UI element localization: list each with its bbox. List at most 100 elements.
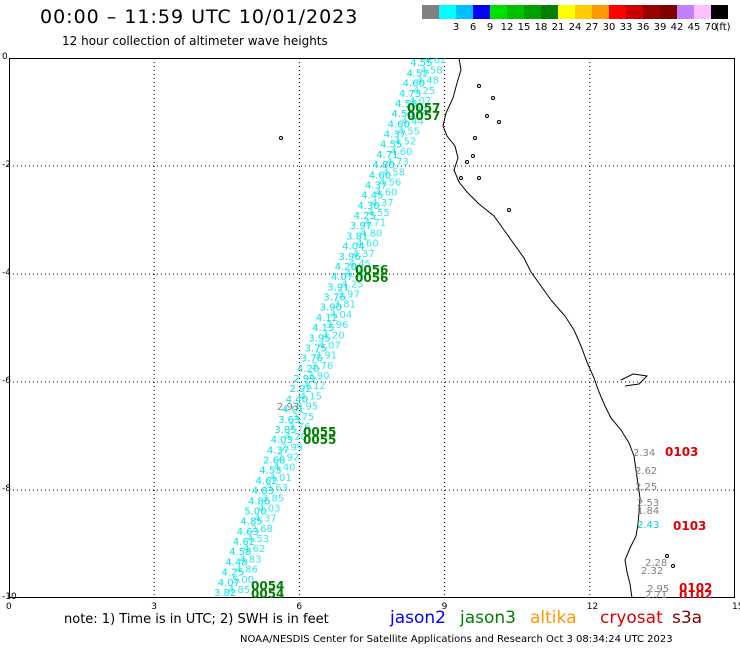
scale-swatch <box>575 5 592 19</box>
scale-label: 21 <box>551 22 565 33</box>
scale-swatch <box>439 5 456 19</box>
scale-swatch <box>626 5 643 19</box>
island <box>477 176 481 180</box>
coastline-bay <box>620 373 649 387</box>
track-value: 5.00 <box>244 506 266 517</box>
y-tick-label: -6 <box>2 376 11 386</box>
track-value: 4.71 <box>376 150 398 161</box>
scale-label: 39 <box>653 22 667 33</box>
island <box>665 554 669 558</box>
track-value-echo: 4.60 <box>390 147 412 158</box>
track-value: 3.82 <box>214 588 236 598</box>
track-value: 4.86 <box>248 496 270 507</box>
coastal-value: 1.84 <box>637 506 659 517</box>
scale-label: 18 <box>534 22 548 33</box>
scale-swatch <box>422 5 439 19</box>
track-value: 4.62 <box>256 476 278 487</box>
track-value: 3.76 <box>301 354 323 365</box>
scale-swatch <box>711 5 728 19</box>
track-value: 4.58 <box>395 99 417 110</box>
coastal-value: 2.32 <box>641 566 663 577</box>
track-value: 4.60 <box>369 170 391 181</box>
track-value: 4.37 <box>267 445 289 456</box>
track-value-echo: 4.12 <box>303 381 325 392</box>
track-value: 3.95 <box>308 333 330 344</box>
coastal-value: 2.28 <box>645 558 667 569</box>
track-value-echo: 4.03 <box>258 503 280 514</box>
track-value-echo: 2.92 <box>277 453 299 464</box>
scale-label: 24 <box>568 22 582 33</box>
island <box>459 176 463 180</box>
cryosat-time-label: 0103 <box>665 445 698 459</box>
track-value: 4.20 <box>297 364 319 375</box>
track-value: 4.60 <box>403 79 425 90</box>
track-value: 4.55 <box>410 58 432 69</box>
jason3-time-label: 0054 <box>251 587 284 598</box>
track-value-echo: 4.37 <box>254 514 276 525</box>
track-value: 3.81 <box>346 231 368 242</box>
track-value: 4.63 <box>237 527 259 538</box>
satellite-legend-jason3: jason3 <box>460 608 516 628</box>
cryosat-time-label: 0103 <box>673 519 706 533</box>
track-value: 4.40 <box>286 394 308 405</box>
track-value-echo: 4.55 <box>368 208 390 219</box>
track-value: 3.97 <box>350 221 372 232</box>
track-value: 4.15 <box>312 323 334 334</box>
track-value: 2.68 <box>263 456 285 467</box>
track-value: 4.58 <box>229 547 251 558</box>
track-value-echo: 4.30 <box>345 269 367 280</box>
track-value: 4.48 <box>225 557 247 568</box>
track-value-echo: 3.76 <box>288 422 310 433</box>
track-value-echo: 2.99 <box>281 442 303 453</box>
track-value: 3.85 <box>274 425 296 436</box>
jason3-time-label: 0055 <box>303 433 336 447</box>
scale-unit: (ft) <box>715 22 731 33</box>
island <box>485 114 489 118</box>
track-value: 4.01 <box>282 405 304 416</box>
island <box>671 564 675 568</box>
track-value: 3.90 <box>320 303 342 314</box>
track-value: 4.25 <box>354 211 376 222</box>
scale-label: 36 <box>636 22 650 33</box>
footnote: note: 1) Time is in UTC; 2) SWH is in fe… <box>64 612 329 627</box>
track-value: 4.55 <box>380 140 402 151</box>
track-value-echo: 5.00 <box>232 575 254 586</box>
track-value-echo: 4.25 <box>341 279 363 290</box>
coastline <box>442 58 641 598</box>
scale-swatch <box>677 5 694 19</box>
scale-label: 6 <box>469 22 477 33</box>
track-value-echo: 4.37 <box>371 198 393 209</box>
track-value-echo: 4.85 <box>228 585 250 596</box>
track-value-echo: 4.07 <box>409 96 431 107</box>
island <box>507 208 511 212</box>
track-value-echo: 4.45 <box>349 259 371 270</box>
track-value-echo: 4.83 <box>239 554 261 565</box>
plot-frame <box>9 58 735 598</box>
island <box>279 136 283 140</box>
track-value-echo: 3.91 <box>315 351 337 362</box>
scale-swatch <box>643 5 660 19</box>
track-value-echo: 4.80 <box>360 228 382 239</box>
track-value-echo: 3.96 <box>326 320 348 331</box>
y-tick-label: 0 <box>2 52 8 62</box>
track-value: 4.07 <box>218 578 240 589</box>
track-value-echo: 4.01 <box>270 473 292 484</box>
track-value: 4.85 <box>240 517 262 528</box>
scale-swatch <box>473 5 490 19</box>
track-value-echo: 4.62 <box>243 544 265 555</box>
track-value-echo: 4.20 <box>322 330 344 341</box>
scale-swatch <box>558 5 575 19</box>
track-value: 4.20 <box>335 262 357 273</box>
track-value: 3.75 <box>305 343 327 354</box>
cryosat-time-label: 0102 <box>679 588 712 598</box>
track-value-echo: 4.52 <box>394 137 416 148</box>
track-value-echo: 4.60 <box>375 188 397 199</box>
scale-swatch <box>456 5 473 19</box>
track-value: 4.12 <box>316 313 338 324</box>
map-subtitle: 12 hour collection of altimeter wave hei… <box>62 34 328 48</box>
map-title: 00:00 – 11:59 UTC 10/01/2023 <box>40 6 359 28</box>
x-tick-label: 6 <box>296 602 303 612</box>
track-value: 4.44 <box>414 58 436 59</box>
scale-label: 33 <box>619 22 633 33</box>
satellite-legend-altika: altika <box>530 608 577 628</box>
